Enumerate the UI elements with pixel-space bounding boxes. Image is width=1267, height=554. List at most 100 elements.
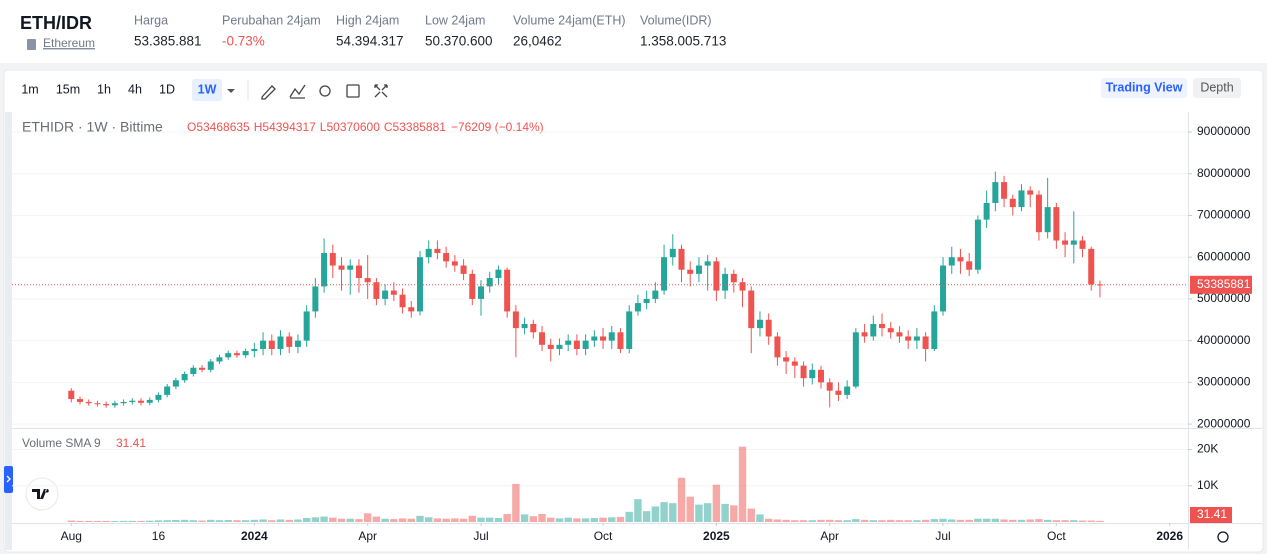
y-tick-label: 70000000	[1197, 208, 1251, 222]
volume-bar	[1035, 519, 1043, 522]
volume-bar	[625, 511, 633, 522]
x-tick-label: Apr	[820, 529, 839, 543]
candle-body	[992, 182, 999, 203]
volume-bar	[581, 518, 590, 522]
candle-body	[713, 261, 720, 291]
fullscreen-icon[interactable]	[374, 84, 388, 98]
y-tick-label: 50000000	[1197, 291, 1251, 305]
volume-bar	[355, 519, 363, 522]
left-gutter	[5, 112, 12, 550]
volume-bar	[67, 520, 75, 522]
volume-bar	[93, 520, 102, 522]
stat-value: 53.385.881	[134, 34, 202, 49]
pair-title: ETH/IDR	[20, 13, 92, 33]
volume-bar	[128, 520, 137, 522]
candle-body	[1001, 182, 1008, 199]
volume-bar	[433, 518, 442, 522]
candle-body	[460, 265, 467, 274]
candle-body	[495, 269, 502, 279]
view-button[interactable]: Trading View	[1106, 80, 1183, 94]
stat-value: 1.358.005.713	[640, 34, 726, 49]
candle-body	[486, 278, 493, 287]
axis-settings-icon[interactable]	[1217, 531, 1229, 543]
volume-bar	[520, 514, 529, 522]
candle-body	[172, 380, 179, 387]
candle-body	[1053, 207, 1060, 241]
candle-body	[887, 328, 894, 333]
volume-bar	[826, 519, 834, 522]
candle-body	[573, 340, 580, 349]
stat-label: High 24jam	[336, 13, 399, 27]
candle-body	[896, 332, 903, 337]
volume-bar	[555, 518, 564, 522]
candle-body	[643, 298, 650, 304]
volume-bar	[817, 519, 825, 522]
candle-body	[687, 269, 694, 274]
candle-body	[199, 367, 206, 370]
candle-body	[591, 336, 598, 341]
save-icon[interactable]	[346, 84, 360, 98]
volume-bar	[163, 520, 171, 522]
volume-bar	[782, 519, 790, 522]
volume-bar	[1078, 520, 1087, 522]
volume-bar	[642, 511, 651, 522]
candle-body	[835, 390, 842, 395]
candle-body	[225, 353, 232, 358]
volume-bar	[285, 519, 293, 522]
candle-body	[678, 248, 685, 270]
interval-button[interactable]: 1h	[97, 82, 111, 96]
volume-bar	[878, 520, 886, 522]
candle-body	[756, 319, 763, 329]
volume-bar	[1026, 519, 1034, 522]
settings-icon[interactable]	[319, 85, 331, 97]
toolbar-icons	[261, 84, 388, 100]
volume-bar	[756, 514, 764, 522]
view-button[interactable]: Depth	[1200, 80, 1233, 94]
candle-body	[922, 336, 929, 349]
candle-body	[983, 202, 990, 220]
volume-bar	[459, 518, 468, 522]
indicator-icon[interactable]	[289, 84, 306, 99]
candle-body	[940, 265, 947, 312]
candle-body	[931, 311, 938, 349]
candle-body	[260, 340, 267, 349]
candle-body	[242, 351, 249, 356]
header-bar	[0, 0, 1267, 63]
volume-bar	[451, 518, 459, 522]
candle-body	[530, 323, 537, 333]
candle-body	[146, 399, 153, 403]
coin-link[interactable]: Ethereum	[43, 36, 95, 50]
interval-button[interactable]: 1D	[159, 82, 175, 96]
interval-button[interactable]: 15m	[56, 82, 80, 96]
candle-body	[957, 257, 964, 262]
volume-bar	[503, 514, 511, 522]
volume-bar	[852, 519, 860, 522]
candle-body	[722, 273, 729, 291]
volume-bar	[948, 519, 956, 522]
active-interval-bg	[192, 79, 222, 101]
interval-caret[interactable]	[227, 89, 235, 93]
interval-button[interactable]: 4h	[128, 82, 142, 96]
candle-body	[434, 248, 441, 254]
trading-view-bg	[1101, 78, 1187, 98]
candle-body	[870, 323, 877, 337]
y-tick-label: 20000000	[1197, 416, 1251, 430]
y-tick-label: 80000000	[1197, 166, 1251, 180]
candle-body	[364, 278, 371, 283]
draw-icon[interactable]	[261, 85, 276, 100]
volume-bar	[477, 517, 485, 522]
volume-bar	[939, 518, 947, 522]
volume-bar	[276, 519, 285, 522]
volume-bar	[677, 477, 686, 522]
interval-button[interactable]: 1W	[198, 82, 217, 96]
volume-bar	[442, 518, 450, 522]
side-tab[interactable]	[4, 466, 13, 493]
candle-body	[1096, 284, 1103, 286]
stat-value: 26,0462	[513, 34, 562, 49]
sma-box	[1190, 507, 1232, 523]
candle-body	[974, 219, 981, 270]
candle-body	[76, 399, 83, 402]
interval-button[interactable]: 1m	[21, 82, 38, 96]
volume-bar	[930, 519, 939, 522]
